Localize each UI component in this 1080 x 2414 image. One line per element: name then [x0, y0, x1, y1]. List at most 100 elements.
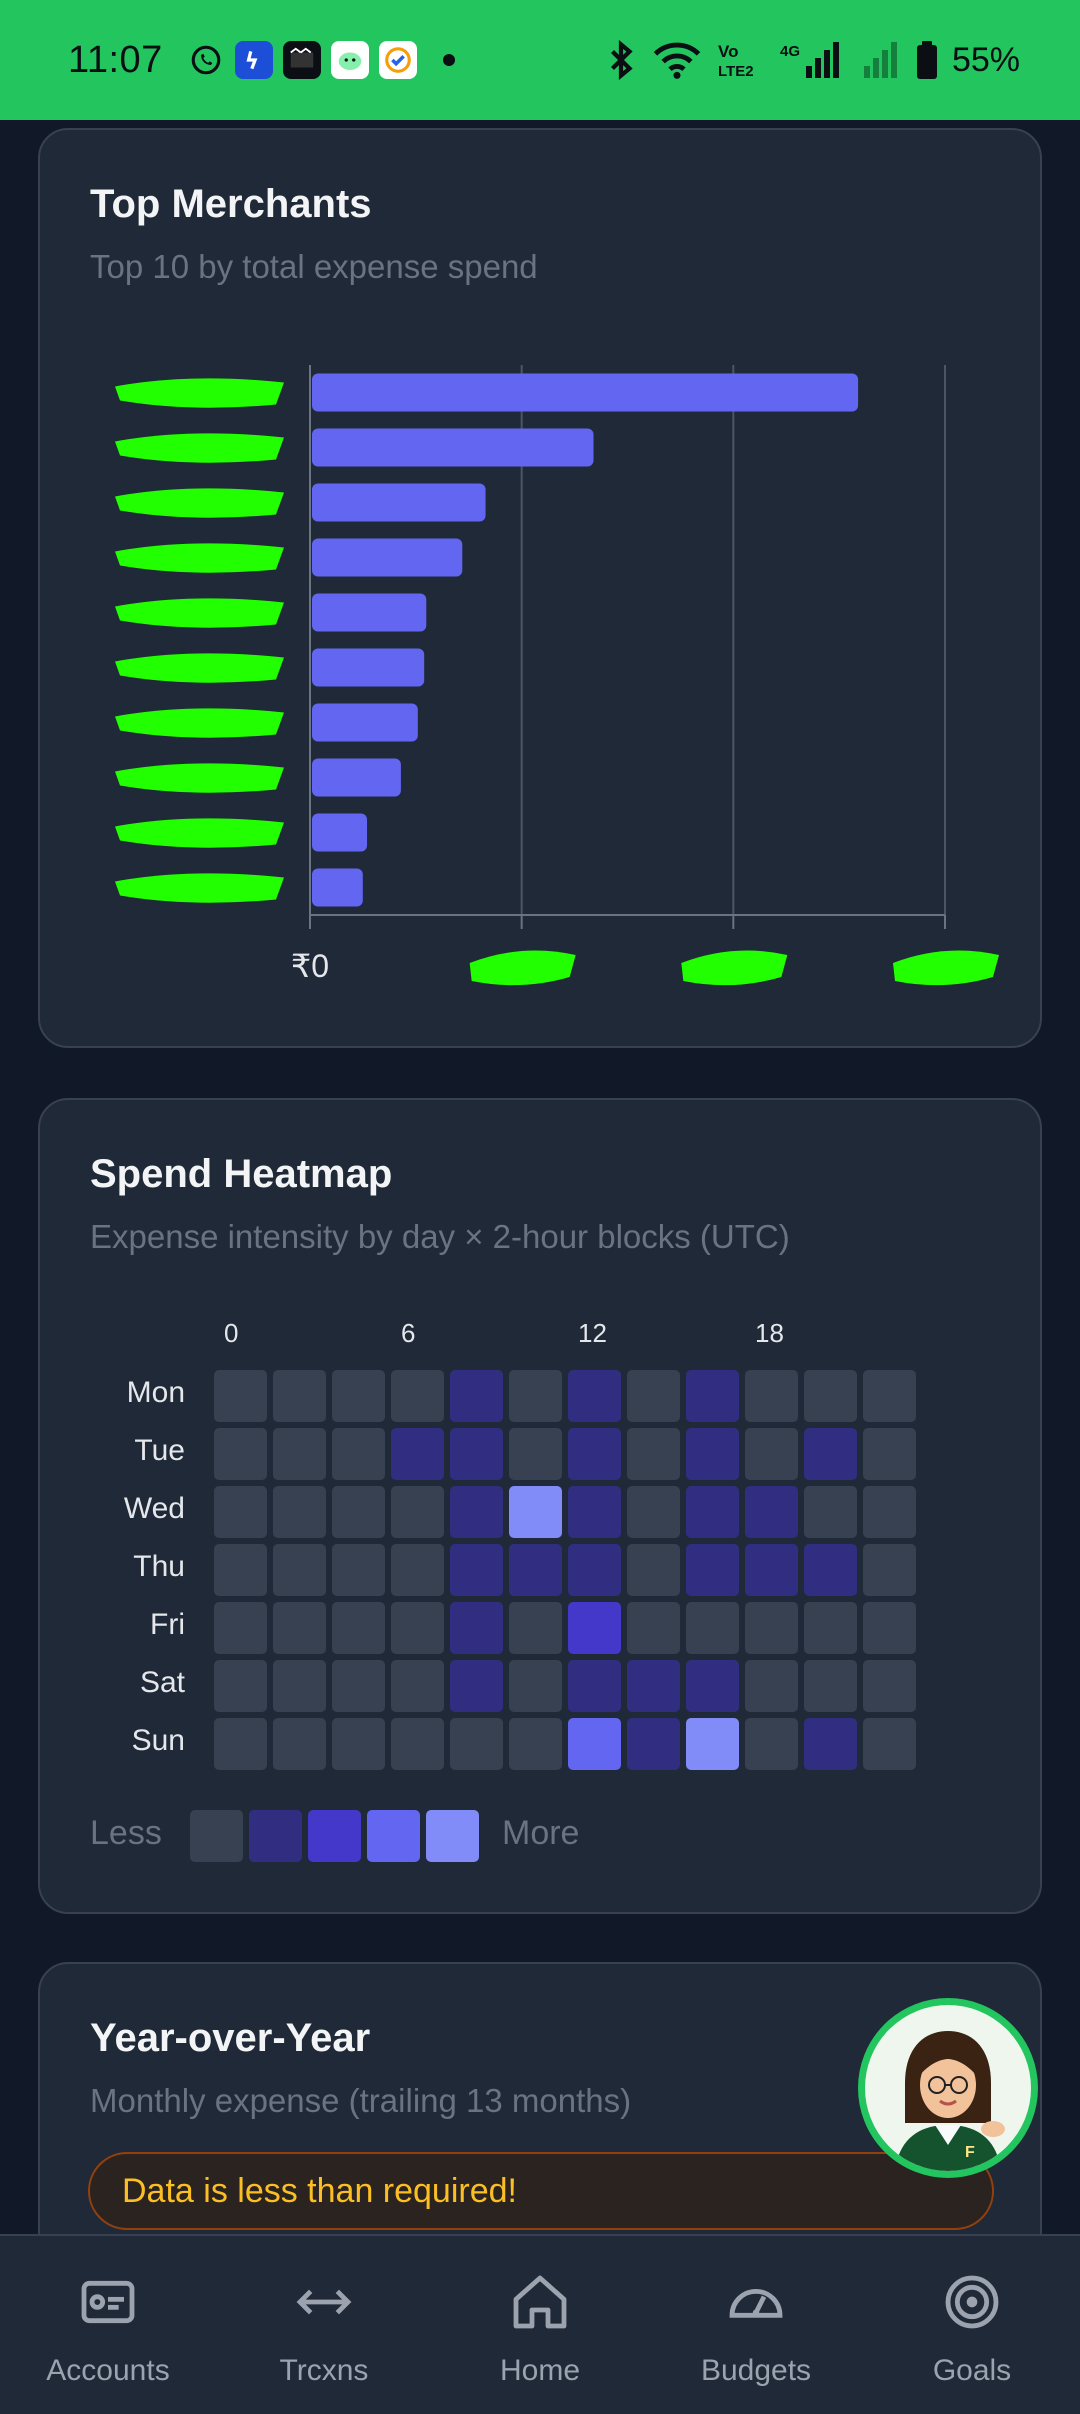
face-app-icon: [330, 41, 369, 79]
heatmap-cell[interactable]: [627, 1486, 680, 1538]
heatmap-cell[interactable]: [745, 1602, 798, 1654]
heatmap-cell[interactable]: [273, 1428, 326, 1480]
heatmap-cell[interactable]: [568, 1602, 621, 1654]
nav-home[interactable]: Home: [432, 2236, 648, 2414]
heatmap-cell[interactable]: [450, 1718, 503, 1770]
heatmap-cell[interactable]: [214, 1602, 267, 1654]
heatmap-cell[interactable]: [509, 1486, 562, 1538]
assistant-avatar-button[interactable]: F: [858, 1998, 1038, 2178]
heatmap-cell[interactable]: [273, 1370, 326, 1422]
heatmap-cell[interactable]: [686, 1428, 739, 1480]
heatmap-cell[interactable]: [686, 1544, 739, 1596]
heatmap-cell[interactable]: [509, 1428, 562, 1480]
heatmap-cell[interactable]: [863, 1370, 916, 1422]
heatmap-cell[interactable]: [391, 1660, 444, 1712]
heatmap-cell[interactable]: [686, 1718, 739, 1770]
heatmap-cell[interactable]: [804, 1660, 857, 1712]
svg-text:4G: 4G: [780, 43, 800, 60]
nav-label-accounts: Accounts: [46, 2354, 170, 2387]
heatmap-cell[interactable]: [332, 1370, 385, 1422]
nav-accounts[interactable]: Accounts: [0, 2236, 216, 2414]
heatmap-cell[interactable]: [863, 1602, 916, 1654]
heatmap-title: Spend Heatmap: [90, 1152, 393, 1196]
heatmap-cell[interactable]: [391, 1428, 444, 1480]
heatmap-cell[interactable]: [863, 1718, 916, 1770]
heatmap-cell[interactable]: [686, 1486, 739, 1538]
heatmap-cell[interactable]: [332, 1486, 385, 1538]
heatmap-cell[interactable]: [391, 1602, 444, 1654]
heatmap-cell[interactable]: [391, 1486, 444, 1538]
heatmap-cell[interactable]: [627, 1602, 680, 1654]
heatmap-cell[interactable]: [863, 1660, 916, 1712]
bottom-navigation: Accounts Trcxns Home Budgets Goals: [0, 2234, 1080, 2414]
heatmap-cell[interactable]: [391, 1544, 444, 1596]
heatmap-cell[interactable]: [627, 1428, 680, 1480]
heatmap-cell[interactable]: [804, 1718, 857, 1770]
heatmap-cell[interactable]: [332, 1718, 385, 1770]
heatmap-cell[interactable]: [332, 1602, 385, 1654]
heatmap-cell[interactable]: [273, 1660, 326, 1712]
heatmap-cell[interactable]: [391, 1718, 444, 1770]
heatmap-cell[interactable]: [509, 1602, 562, 1654]
nav-transactions[interactable]: Trcxns: [216, 2236, 432, 2414]
heatmap-cell[interactable]: [273, 1544, 326, 1596]
heatmap-cell[interactable]: [509, 1544, 562, 1596]
heatmap-cell[interactable]: [273, 1718, 326, 1770]
heatmap-cell[interactable]: [804, 1370, 857, 1422]
heatmap-cell[interactable]: [863, 1428, 916, 1480]
heatmap-cell[interactable]: [509, 1370, 562, 1422]
heatmap-cell[interactable]: [627, 1370, 680, 1422]
heatmap-cell[interactable]: [686, 1602, 739, 1654]
heatmap-cell[interactable]: [450, 1370, 503, 1422]
heatmap-cell[interactable]: [568, 1544, 621, 1596]
heatmap-cell[interactable]: [568, 1428, 621, 1480]
heatmap-cell[interactable]: [332, 1544, 385, 1596]
heatmap-cell[interactable]: [627, 1718, 680, 1770]
nav-budgets[interactable]: Budgets: [648, 2236, 864, 2414]
heatmap-cell[interactable]: [509, 1660, 562, 1712]
heatmap-cell[interactable]: [214, 1544, 267, 1596]
heatmap-cell[interactable]: [627, 1660, 680, 1712]
heatmap-cell[interactable]: [804, 1428, 857, 1480]
heatmap-cell[interactable]: [686, 1370, 739, 1422]
heatmap-cell[interactable]: [745, 1370, 798, 1422]
heatmap-cell[interactable]: [450, 1428, 503, 1480]
heatmap-cell[interactable]: [863, 1544, 916, 1596]
battery-percent: 55%: [951, 40, 1020, 79]
redacted-merchant-label: [115, 543, 284, 573]
heatmap-cell[interactable]: [450, 1486, 503, 1538]
heatmap-cell[interactable]: [214, 1370, 267, 1422]
heatmap-cell[interactable]: [214, 1486, 267, 1538]
heatmap-cell[interactable]: [804, 1486, 857, 1538]
legend-swatch: [190, 1810, 243, 1862]
heatmap-cell[interactable]: [332, 1428, 385, 1480]
heatmap-cell[interactable]: [568, 1370, 621, 1422]
heatmap-cell[interactable]: [745, 1486, 798, 1538]
heatmap-cell[interactable]: [686, 1660, 739, 1712]
heatmap-cell[interactable]: [450, 1602, 503, 1654]
heatmap-cell[interactable]: [804, 1544, 857, 1596]
redacted-merchant-label: [115, 873, 284, 903]
heatmap-cell[interactable]: [214, 1660, 267, 1712]
heatmap-cell[interactable]: [509, 1718, 562, 1770]
heatmap-cell[interactable]: [214, 1718, 267, 1770]
heatmap-cell[interactable]: [332, 1660, 385, 1712]
heatmap-cell[interactable]: [391, 1370, 444, 1422]
heatmap-cell[interactable]: [273, 1486, 326, 1538]
heatmap-cell[interactable]: [568, 1718, 621, 1770]
heatmap-cell[interactable]: [568, 1660, 621, 1712]
heatmap-cell[interactable]: [627, 1544, 680, 1596]
heatmap-cell[interactable]: [745, 1660, 798, 1712]
legend-swatch: [308, 1810, 361, 1862]
heatmap-cell[interactable]: [745, 1428, 798, 1480]
heatmap-cell[interactable]: [863, 1486, 916, 1538]
heatmap-cell[interactable]: [568, 1486, 621, 1538]
heatmap-cell[interactable]: [214, 1428, 267, 1480]
heatmap-cell[interactable]: [450, 1544, 503, 1596]
heatmap-cell[interactable]: [804, 1602, 857, 1654]
heatmap-cell[interactable]: [745, 1718, 798, 1770]
heatmap-cell[interactable]: [450, 1660, 503, 1712]
heatmap-cell[interactable]: [273, 1602, 326, 1654]
heatmap-cell[interactable]: [745, 1544, 798, 1596]
nav-goals[interactable]: Goals: [864, 2236, 1080, 2414]
